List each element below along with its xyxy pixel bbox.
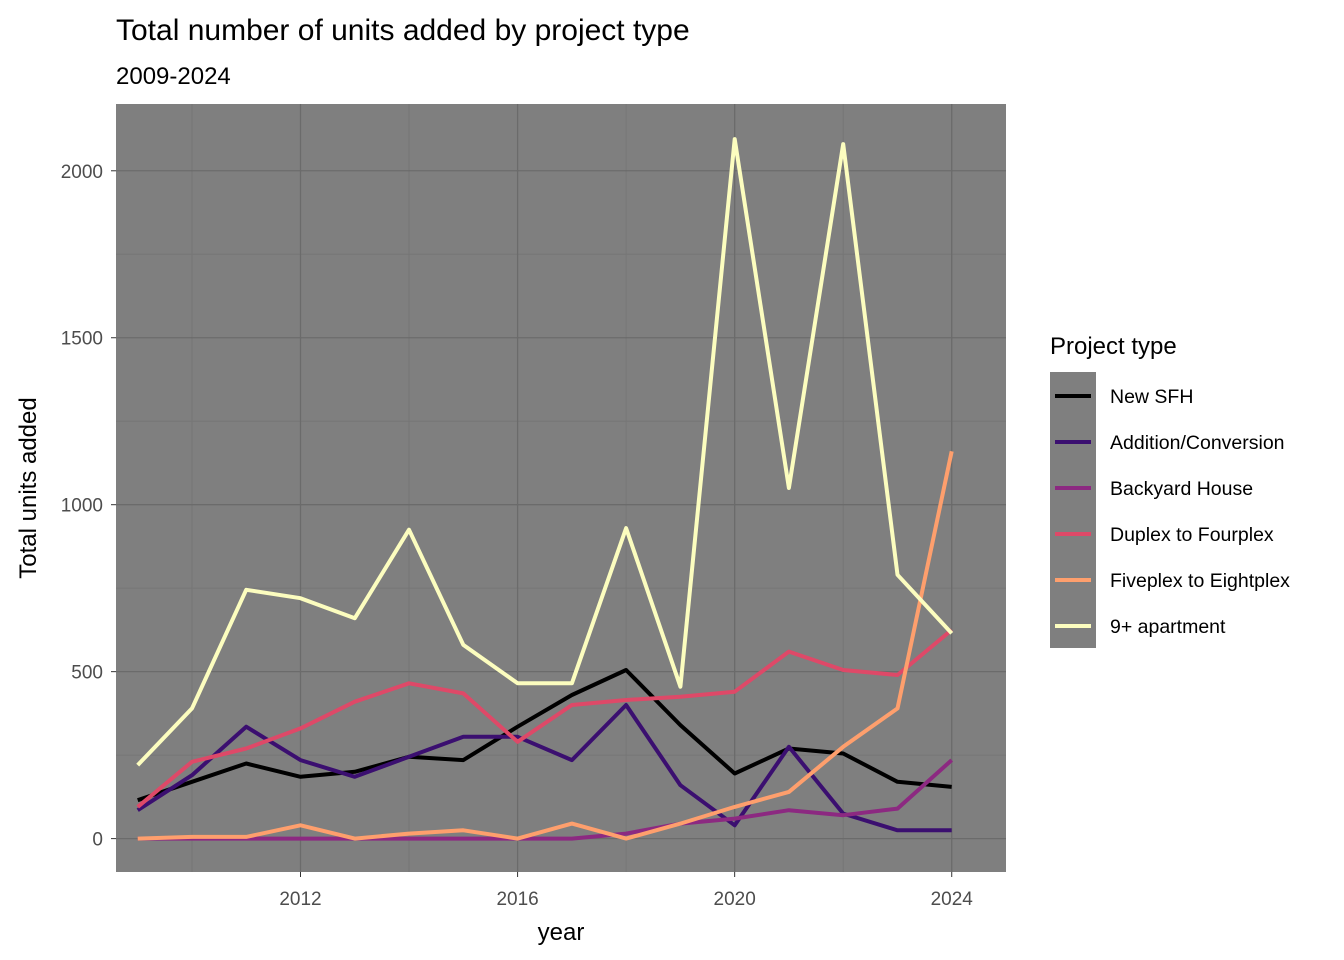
y-tick-label: 2000 (61, 162, 103, 183)
legend-label-fiveplex-to-eightplex: Fiveplex to Eightplex (1110, 570, 1290, 592)
y-axis-ticks: 0 500 1000 1500 2000 (61, 162, 116, 851)
chart-subtitle: 2009-2024 (116, 63, 231, 90)
plot-panel (116, 104, 1006, 872)
legend-key-background (1050, 372, 1096, 648)
y-tick-label: 500 (71, 663, 103, 684)
x-tick-label: 2024 (931, 889, 974, 910)
series-line-addition-conversion (136, 703, 952, 833)
x-tick-label: 2020 (714, 889, 756, 910)
legend-label-addition-conversion: Addition/Conversion (1110, 432, 1285, 454)
y-tick-label: 1500 (61, 329, 103, 350)
x-tick-label: 2016 (496, 889, 538, 910)
series-line-new-sfh (137, 668, 952, 803)
series-line-duplex-to-fourplex (136, 628, 953, 809)
series-lines (136, 137, 954, 841)
y-tick-label: 0 (92, 830, 103, 851)
legend-label-9-apartment: 9+ apartment (1110, 616, 1226, 638)
legend-title: Project type (1050, 333, 1177, 360)
y-axis-title: Total units added (15, 397, 42, 578)
legend-label-backyard-house: Backyard House (1110, 478, 1253, 500)
series-line-9-apartment (136, 137, 954, 767)
legend-label-new-sfh: New SFH (1110, 386, 1193, 408)
series-line-fiveplex-to-eightplex (137, 450, 954, 841)
chart-title: Total number of units added by project t… (116, 14, 690, 47)
legend-label-duplex-to-fourplex: Duplex to Fourplex (1110, 524, 1274, 546)
x-axis-ticks: 2012 2016 2020 2024 (279, 872, 973, 910)
legend: Project type New SFH Addition/Conversion B… (1050, 333, 1290, 648)
x-axis-title: year (538, 919, 585, 946)
y-tick-label: 1000 (61, 496, 103, 517)
x-tick-label: 2012 (279, 889, 321, 910)
series-line-backyard-house (137, 758, 954, 841)
